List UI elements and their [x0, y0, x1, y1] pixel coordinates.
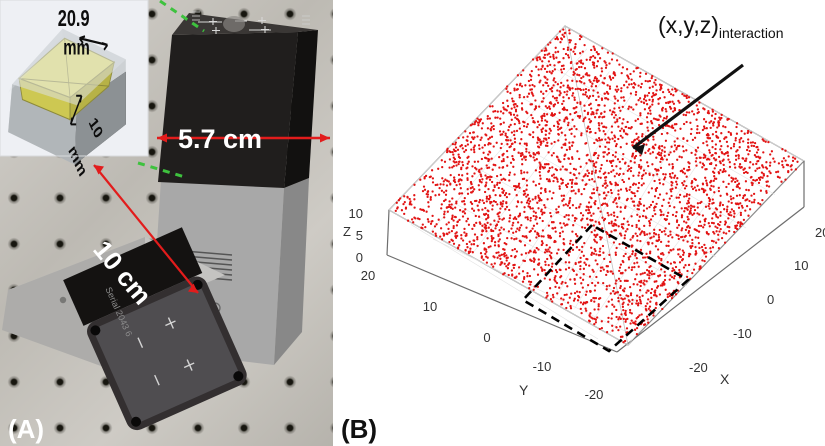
svg-text:20: 20: [815, 225, 825, 240]
svg-text:Z: Z: [343, 224, 351, 239]
svg-text:10: 10: [794, 258, 808, 273]
svg-text:20: 20: [361, 268, 375, 283]
svg-text:-20: -20: [585, 387, 604, 402]
svg-text:(B): (B): [341, 414, 377, 444]
svg-text:-10: -10: [733, 326, 752, 341]
svg-text:5: 5: [356, 228, 363, 243]
svg-text:10: 10: [423, 299, 437, 314]
svg-text:(A): (A): [8, 414, 44, 444]
svg-text:-10: -10: [533, 359, 552, 374]
svg-text:X: X: [720, 371, 730, 387]
svg-text:mm: mm: [63, 35, 90, 59]
svg-text:(x,y,z)interaction: (x,y,z)interaction: [658, 12, 784, 41]
svg-text:10: 10: [349, 206, 363, 221]
svg-text:Y: Y: [519, 382, 529, 398]
svg-text:20.9: 20.9: [58, 6, 90, 31]
svg-text:5.7 cm: 5.7 cm: [178, 124, 262, 154]
svg-text:0: 0: [767, 292, 774, 307]
svg-text:0: 0: [356, 250, 363, 265]
svg-text:-20: -20: [689, 360, 708, 375]
svg-text:0: 0: [483, 330, 490, 345]
